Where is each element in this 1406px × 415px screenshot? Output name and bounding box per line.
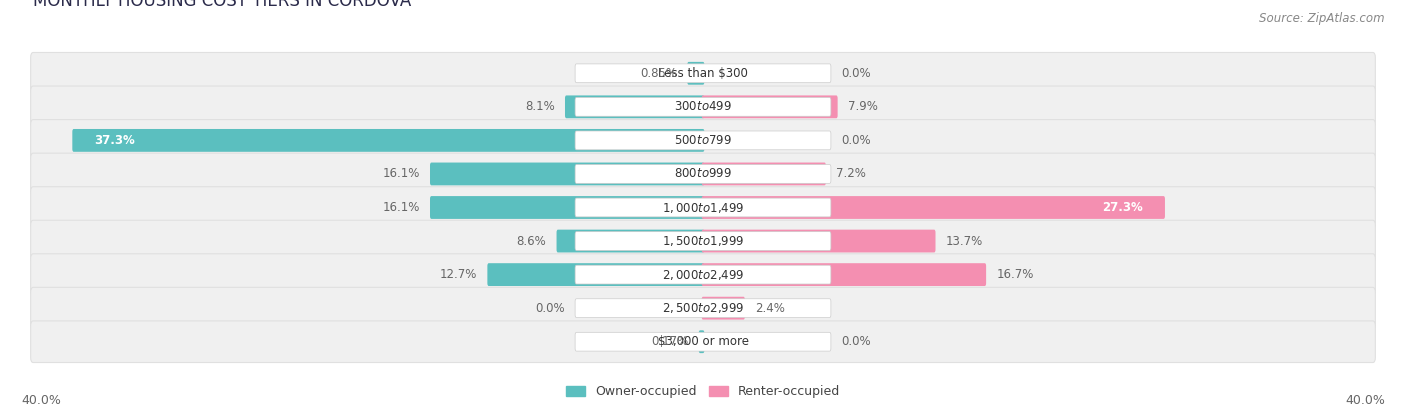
- Text: Less than $300: Less than $300: [658, 67, 748, 80]
- Text: 0.17%: 0.17%: [651, 335, 689, 348]
- Text: Source: ZipAtlas.com: Source: ZipAtlas.com: [1260, 12, 1385, 25]
- Text: 8.1%: 8.1%: [524, 100, 554, 113]
- Text: 27.3%: 27.3%: [1102, 201, 1143, 214]
- FancyBboxPatch shape: [699, 330, 704, 353]
- FancyBboxPatch shape: [31, 52, 1375, 94]
- Text: 7.9%: 7.9%: [848, 100, 877, 113]
- FancyBboxPatch shape: [31, 254, 1375, 295]
- Text: $1,500 to $1,999: $1,500 to $1,999: [662, 234, 744, 248]
- FancyBboxPatch shape: [31, 187, 1375, 228]
- FancyBboxPatch shape: [430, 163, 704, 186]
- FancyBboxPatch shape: [31, 120, 1375, 161]
- Text: 37.3%: 37.3%: [94, 134, 135, 147]
- FancyBboxPatch shape: [702, 263, 986, 286]
- Text: 40.0%: 40.0%: [21, 394, 60, 407]
- Text: 8.6%: 8.6%: [516, 234, 546, 248]
- Text: $800 to $999: $800 to $999: [673, 167, 733, 181]
- Text: 0.0%: 0.0%: [536, 302, 565, 315]
- FancyBboxPatch shape: [565, 95, 704, 118]
- Text: 16.7%: 16.7%: [997, 268, 1033, 281]
- Text: 0.0%: 0.0%: [841, 335, 870, 348]
- Text: 13.7%: 13.7%: [946, 234, 983, 248]
- FancyBboxPatch shape: [575, 232, 831, 250]
- FancyBboxPatch shape: [702, 297, 745, 320]
- Text: $500 to $799: $500 to $799: [673, 134, 733, 147]
- Text: $3,000 or more: $3,000 or more: [658, 335, 748, 348]
- FancyBboxPatch shape: [72, 129, 704, 152]
- FancyBboxPatch shape: [557, 229, 704, 252]
- Text: $2,500 to $2,999: $2,500 to $2,999: [662, 301, 744, 315]
- FancyBboxPatch shape: [430, 196, 704, 219]
- FancyBboxPatch shape: [702, 163, 825, 186]
- FancyBboxPatch shape: [575, 332, 831, 351]
- Text: 0.85%: 0.85%: [640, 67, 676, 80]
- FancyBboxPatch shape: [575, 299, 831, 317]
- FancyBboxPatch shape: [31, 153, 1375, 195]
- Text: 0.0%: 0.0%: [841, 134, 870, 147]
- Text: 40.0%: 40.0%: [1346, 394, 1385, 407]
- Text: 0.0%: 0.0%: [841, 67, 870, 80]
- Legend: Owner-occupied, Renter-occupied: Owner-occupied, Renter-occupied: [561, 380, 845, 403]
- FancyBboxPatch shape: [575, 131, 831, 150]
- Text: 2.4%: 2.4%: [755, 302, 785, 315]
- Text: $1,000 to $1,499: $1,000 to $1,499: [662, 200, 744, 215]
- FancyBboxPatch shape: [31, 220, 1375, 262]
- Text: 16.1%: 16.1%: [382, 167, 419, 181]
- FancyBboxPatch shape: [702, 229, 935, 252]
- FancyBboxPatch shape: [575, 64, 831, 83]
- Text: 16.1%: 16.1%: [382, 201, 419, 214]
- FancyBboxPatch shape: [488, 263, 704, 286]
- Text: MONTHLY HOUSING COST TIERS IN CORDOVA: MONTHLY HOUSING COST TIERS IN CORDOVA: [34, 0, 412, 10]
- Text: 12.7%: 12.7%: [440, 268, 477, 281]
- FancyBboxPatch shape: [575, 265, 831, 284]
- FancyBboxPatch shape: [702, 196, 1166, 219]
- FancyBboxPatch shape: [688, 62, 704, 85]
- FancyBboxPatch shape: [575, 198, 831, 217]
- FancyBboxPatch shape: [575, 98, 831, 116]
- Text: $2,000 to $2,499: $2,000 to $2,499: [662, 268, 744, 282]
- Text: $300 to $499: $300 to $499: [673, 100, 733, 113]
- FancyBboxPatch shape: [575, 165, 831, 183]
- Text: 7.2%: 7.2%: [837, 167, 866, 181]
- FancyBboxPatch shape: [31, 287, 1375, 329]
- FancyBboxPatch shape: [31, 321, 1375, 363]
- FancyBboxPatch shape: [31, 86, 1375, 128]
- FancyBboxPatch shape: [702, 95, 838, 118]
